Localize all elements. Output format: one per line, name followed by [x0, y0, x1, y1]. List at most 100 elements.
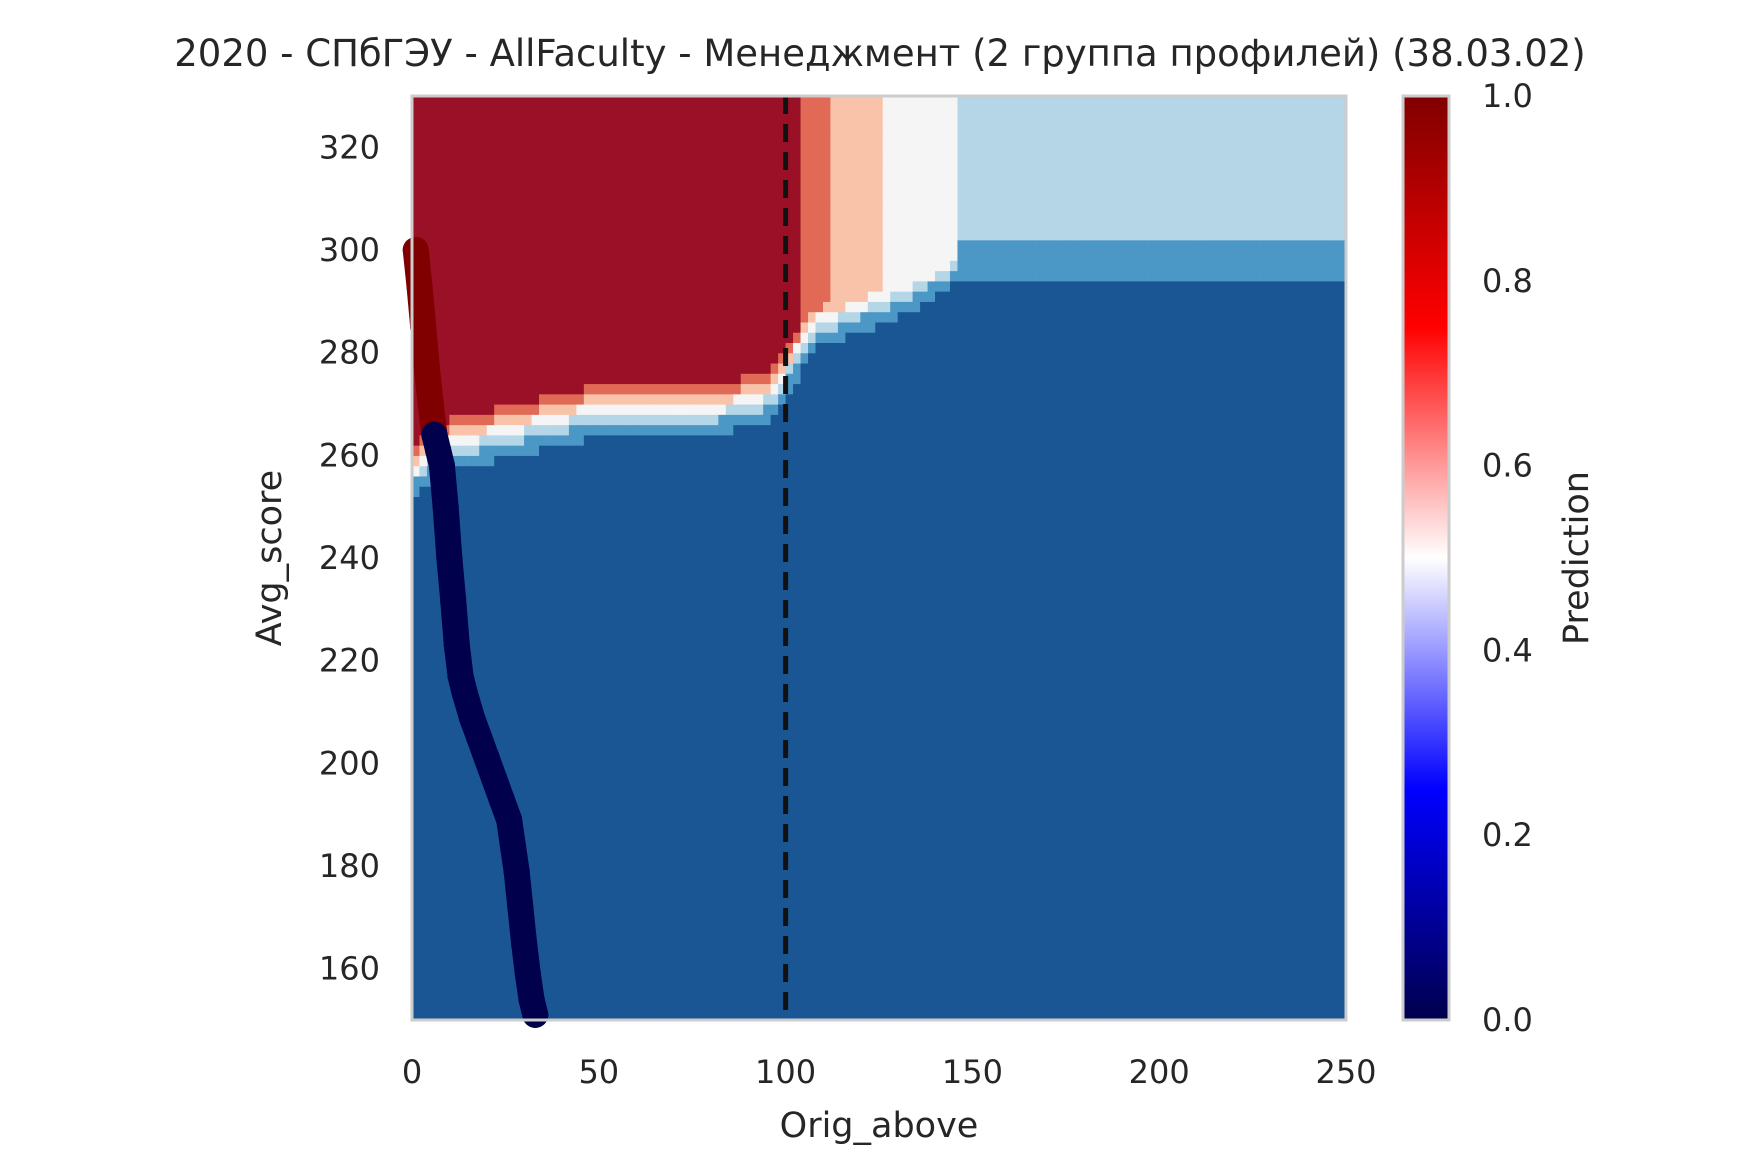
heatmap-cell: [785, 455, 794, 467]
heatmap-cell: [763, 506, 772, 518]
heatmap-cell: [426, 876, 436, 888]
heatmap-cell: [770, 332, 779, 343]
heatmap-cell: [486, 681, 495, 693]
heatmap-cell: [778, 393, 787, 405]
heatmap-cell: [725, 742, 734, 754]
heatmap-cell: [733, 352, 742, 364]
heatmap-cell: [763, 958, 772, 970]
heatmap-cell: [778, 486, 787, 497]
heatmap-cell: [412, 445, 421, 456]
heatmap-cell: [800, 609, 809, 621]
heatmap-cell: [546, 660, 555, 672]
heatmap-cell: [680, 558, 690, 569]
heatmap-cell: [553, 96, 563, 107]
heatmap-cell: [568, 701, 577, 713]
heatmap-cell: [568, 989, 577, 1001]
heatmap-cell: [688, 496, 697, 508]
heatmap-cell: [688, 486, 697, 497]
heatmap-cell: [516, 137, 525, 148]
heatmap-cell: [568, 876, 577, 888]
heatmap-cell: [434, 96, 443, 107]
heatmap-cell: [621, 383, 630, 395]
heatmap-cell: [426, 157, 436, 169]
heatmap-cell: [710, 989, 719, 1001]
heatmap-cell: [740, 342, 749, 354]
heatmap-cell: [680, 445, 690, 456]
heatmap-cell: [628, 106, 637, 118]
heatmap-cell: [778, 475, 787, 487]
heatmap-cell: [621, 321, 630, 333]
heatmap-cell: [568, 188, 577, 200]
heatmap-cell: [748, 907, 757, 918]
heatmap-cell: [583, 239, 592, 251]
heatmap-cell: [666, 475, 675, 487]
heatmap-cell: [426, 794, 436, 805]
heatmap-cell: [710, 660, 719, 672]
heatmap-cell: [710, 465, 719, 477]
heatmap-cell: [486, 311, 495, 323]
heatmap-cell: [703, 855, 712, 867]
heatmap-cell: [733, 178, 742, 189]
heatmap-cell: [673, 588, 682, 600]
heatmap-cell: [710, 157, 719, 169]
heatmap-cell: [740, 383, 749, 395]
heatmap-cell: [583, 968, 592, 980]
heatmap-cell: [583, 917, 592, 929]
heatmap-cell: [591, 568, 600, 580]
heatmap-cell: [494, 280, 503, 292]
heatmap-cell: [434, 588, 443, 600]
heatmap-cell: [651, 404, 660, 415]
heatmap-cell: [501, 753, 510, 764]
heatmap-cell: [680, 321, 690, 333]
heatmap-cell: [636, 1009, 645, 1020]
heatmap-cell: [733, 886, 742, 898]
heatmap-cell: [793, 732, 802, 744]
heatmap-cell: [695, 301, 705, 313]
heatmap-cell: [800, 588, 809, 600]
heatmap-cell: [568, 198, 577, 210]
heatmap-cell: [441, 383, 450, 395]
heatmap-cell: [785, 794, 794, 805]
heatmap-cell: [808, 681, 817, 693]
heatmap-cell: [621, 332, 630, 343]
heatmap-cell: [539, 978, 548, 990]
heatmap-cell: [576, 506, 585, 518]
heatmap-cell: [680, 742, 690, 754]
heatmap-cell: [688, 722, 697, 734]
heatmap-cell: [412, 712, 421, 723]
heatmap-cell: [695, 855, 705, 867]
heatmap-cell: [546, 989, 555, 1001]
heatmap-cell: [673, 948, 682, 959]
heatmap-cell: [531, 250, 540, 261]
heatmap-cell: [628, 742, 637, 754]
heatmap-cell: [703, 753, 712, 764]
heatmap-cell: [479, 219, 488, 231]
heatmap-cell: [740, 229, 749, 241]
heatmap-cell: [673, 424, 682, 436]
heatmap-cell: [613, 178, 622, 189]
heatmap-cell: [695, 414, 705, 426]
heatmap-cell: [524, 824, 533, 836]
heatmap-cell: [539, 475, 548, 487]
heatmap-cell: [651, 742, 660, 754]
heatmap-cell: [583, 547, 592, 559]
heatmap-cell: [456, 732, 465, 744]
heatmap-cell: [666, 167, 675, 179]
heatmap-cell: [658, 291, 667, 302]
heatmap-cell: [718, 773, 727, 785]
heatmap-cell: [464, 763, 473, 775]
heatmap-cell: [808, 393, 817, 405]
heatmap-cell: [546, 568, 555, 580]
heatmap-cell: [793, 157, 802, 169]
heatmap-cell: [479, 917, 488, 929]
heatmap-cell: [471, 178, 480, 189]
heatmap-cell: [680, 732, 690, 744]
heatmap-cell: [733, 866, 742, 877]
heatmap-cell: [718, 250, 727, 261]
heatmap-cell: [808, 619, 817, 631]
heatmap-cell: [733, 845, 742, 857]
heatmap-cell: [688, 742, 697, 754]
heatmap-cell: [785, 978, 794, 990]
heatmap-cell: [606, 373, 615, 385]
heatmap-cell: [568, 270, 577, 282]
